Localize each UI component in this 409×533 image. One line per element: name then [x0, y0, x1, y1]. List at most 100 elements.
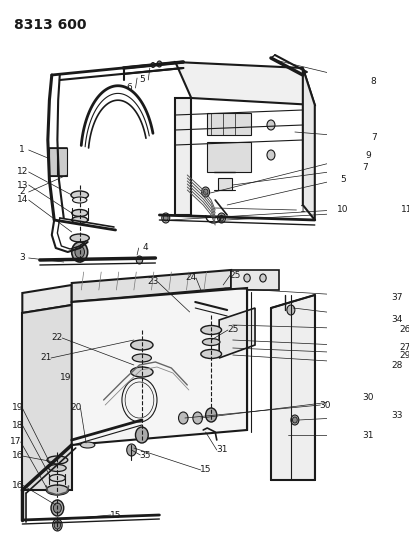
Bar: [49, 148, 67, 176]
Circle shape: [286, 305, 294, 315]
Polygon shape: [72, 270, 231, 302]
Bar: [207, 142, 250, 172]
Text: 12: 12: [17, 167, 28, 176]
Text: 19: 19: [12, 403, 23, 413]
Text: 7: 7: [361, 164, 367, 173]
Circle shape: [290, 415, 298, 425]
Ellipse shape: [70, 234, 89, 242]
Text: 15: 15: [199, 465, 211, 474]
Text: 30: 30: [362, 393, 373, 402]
Text: 1: 1: [299, 206, 305, 214]
Circle shape: [75, 246, 84, 258]
Text: 14: 14: [17, 196, 28, 205]
Ellipse shape: [72, 216, 88, 223]
Text: 29: 29: [398, 351, 409, 359]
Text: 35: 35: [139, 450, 151, 459]
Circle shape: [163, 215, 168, 221]
Text: 2: 2: [20, 188, 25, 197]
Circle shape: [192, 412, 202, 424]
Text: 15: 15: [110, 511, 121, 520]
Text: 27: 27: [398, 343, 409, 352]
Circle shape: [72, 242, 88, 262]
Circle shape: [162, 213, 169, 223]
Ellipse shape: [49, 474, 65, 481]
Circle shape: [205, 408, 216, 422]
Circle shape: [203, 189, 207, 195]
Text: 34: 34: [390, 316, 402, 325]
Text: 4: 4: [142, 244, 148, 253]
Ellipse shape: [200, 350, 221, 359]
Text: 11: 11: [400, 206, 409, 214]
Text: 37: 37: [390, 294, 402, 303]
Text: 18: 18: [12, 421, 23, 430]
Circle shape: [136, 256, 142, 264]
Polygon shape: [270, 295, 314, 480]
Text: 16: 16: [12, 481, 23, 489]
Text: 31: 31: [215, 446, 227, 455]
Text: 33: 33: [390, 410, 402, 419]
Circle shape: [151, 62, 155, 68]
Circle shape: [126, 444, 136, 456]
Circle shape: [135, 427, 148, 443]
Text: 28: 28: [390, 360, 402, 369]
Text: 30: 30: [319, 400, 330, 409]
Bar: [231, 270, 278, 290]
Text: 6: 6: [126, 84, 132, 93]
Circle shape: [243, 274, 249, 282]
Circle shape: [54, 521, 61, 529]
Text: 13: 13: [16, 181, 28, 190]
Text: 5: 5: [339, 175, 345, 184]
Text: 1: 1: [19, 146, 25, 155]
Ellipse shape: [200, 326, 221, 335]
Bar: [217, 178, 231, 190]
Text: 26: 26: [398, 326, 409, 335]
Polygon shape: [175, 62, 314, 105]
Text: 16: 16: [12, 451, 23, 461]
Circle shape: [157, 61, 162, 67]
Text: 24: 24: [185, 273, 196, 282]
Circle shape: [219, 215, 223, 221]
Circle shape: [53, 503, 61, 513]
Polygon shape: [219, 308, 254, 358]
Text: 5: 5: [139, 76, 144, 85]
Circle shape: [52, 519, 62, 531]
Circle shape: [201, 187, 209, 197]
Ellipse shape: [80, 442, 94, 448]
Ellipse shape: [130, 340, 153, 350]
Ellipse shape: [46, 485, 68, 495]
Text: 8: 8: [369, 77, 375, 86]
Circle shape: [51, 500, 64, 516]
Text: 8313 600: 8313 600: [14, 18, 87, 32]
Circle shape: [178, 412, 188, 424]
Circle shape: [266, 120, 274, 130]
Ellipse shape: [130, 367, 153, 377]
Text: 10: 10: [336, 206, 348, 214]
Circle shape: [266, 150, 274, 160]
Text: 17: 17: [10, 438, 22, 447]
Polygon shape: [175, 98, 191, 215]
Text: 20: 20: [70, 403, 81, 413]
Text: 19: 19: [59, 374, 71, 383]
Bar: [207, 113, 250, 135]
Ellipse shape: [47, 456, 67, 464]
Polygon shape: [22, 305, 72, 490]
Text: 22: 22: [52, 334, 63, 343]
Text: 23: 23: [147, 278, 158, 287]
Ellipse shape: [132, 354, 151, 362]
Polygon shape: [72, 288, 247, 445]
Ellipse shape: [72, 209, 88, 216]
Circle shape: [292, 417, 297, 423]
Circle shape: [259, 274, 265, 282]
Text: 7: 7: [371, 133, 377, 142]
Ellipse shape: [49, 464, 66, 472]
Ellipse shape: [72, 197, 87, 203]
Polygon shape: [22, 285, 72, 313]
Text: 3: 3: [19, 254, 25, 262]
Text: 31: 31: [362, 431, 373, 440]
Ellipse shape: [71, 191, 88, 199]
Text: 9: 9: [364, 150, 370, 159]
Text: 25: 25: [227, 326, 238, 335]
Text: 21: 21: [40, 353, 52, 362]
Circle shape: [217, 213, 225, 223]
Polygon shape: [302, 68, 314, 220]
